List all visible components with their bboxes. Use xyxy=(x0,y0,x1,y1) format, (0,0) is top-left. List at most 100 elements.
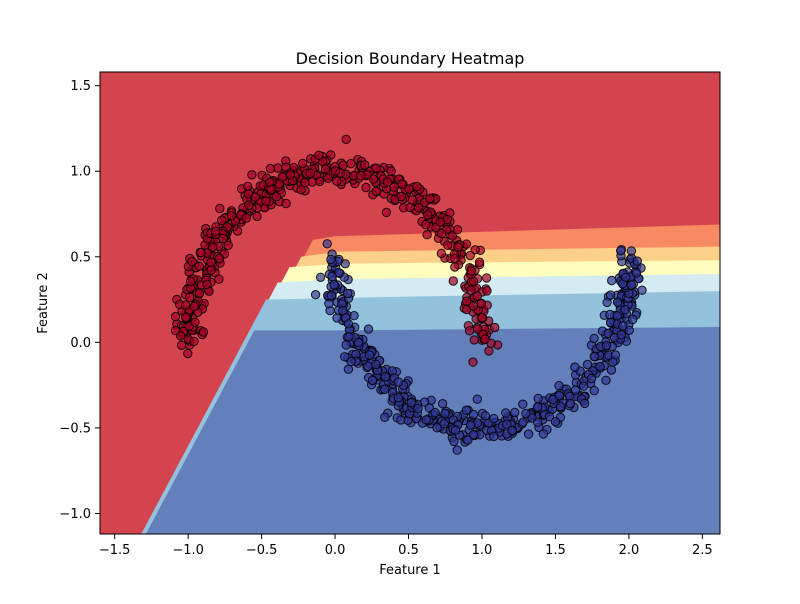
point-class-0 xyxy=(170,311,181,322)
point-class-0 xyxy=(208,242,218,252)
y-tick-label: −1.0 xyxy=(59,507,91,522)
point-class-1 xyxy=(595,361,605,372)
point-class-0 xyxy=(265,163,276,174)
point-class-1 xyxy=(432,423,442,433)
point-class-0 xyxy=(244,200,254,210)
point-class-1 xyxy=(338,306,348,316)
point-class-0 xyxy=(223,240,233,251)
point-class-1 xyxy=(353,338,364,348)
point-class-1 xyxy=(612,311,622,321)
point-class-0 xyxy=(271,192,282,202)
point-class-1 xyxy=(501,408,511,418)
point-class-0 xyxy=(198,327,209,337)
point-class-1 xyxy=(450,425,461,435)
point-class-0 xyxy=(243,189,254,199)
point-class-1 xyxy=(393,377,403,387)
point-class-1 xyxy=(324,299,334,309)
point-class-0 xyxy=(472,291,482,301)
point-class-0 xyxy=(206,265,216,275)
point-class-0 xyxy=(298,158,308,169)
point-class-1 xyxy=(538,429,549,439)
point-class-1 xyxy=(489,413,499,424)
point-class-0 xyxy=(241,213,252,223)
point-class-1 xyxy=(621,272,631,282)
x-tick-label: −0.5 xyxy=(246,543,278,558)
point-class-0 xyxy=(422,230,432,240)
point-class-0 xyxy=(214,253,225,264)
point-class-1 xyxy=(449,436,459,447)
point-class-1 xyxy=(544,412,555,422)
point-class-0 xyxy=(464,326,475,336)
point-class-1 xyxy=(608,357,618,367)
point-class-0 xyxy=(461,296,472,306)
point-class-1 xyxy=(578,381,589,391)
point-class-1 xyxy=(463,435,473,445)
point-class-0 xyxy=(189,336,199,347)
point-class-1 xyxy=(518,417,528,427)
point-class-0 xyxy=(450,253,460,264)
x-tick-label: 2.5 xyxy=(692,543,713,558)
point-class-0 xyxy=(423,210,433,220)
point-class-1 xyxy=(343,364,354,374)
y-tick-label: −0.5 xyxy=(59,421,91,436)
point-class-0 xyxy=(285,170,296,180)
point-class-0 xyxy=(187,256,197,267)
point-class-1 xyxy=(554,391,564,401)
point-class-0 xyxy=(181,312,191,322)
point-class-0 xyxy=(330,166,341,176)
point-class-1 xyxy=(620,304,630,315)
point-class-0 xyxy=(468,301,478,311)
point-class-1 xyxy=(480,411,491,421)
x-tick-label: −1.5 xyxy=(99,543,131,558)
point-class-0 xyxy=(320,164,331,174)
x-tick-label: 2.0 xyxy=(619,543,640,558)
point-class-0 xyxy=(466,266,476,276)
point-class-0 xyxy=(183,348,193,359)
point-class-0 xyxy=(346,159,356,169)
point-class-1 xyxy=(322,239,332,249)
point-class-1 xyxy=(364,350,375,360)
point-class-1 xyxy=(468,430,479,440)
point-class-1 xyxy=(472,394,482,404)
point-class-1 xyxy=(367,375,378,386)
x-tick-label: 1.5 xyxy=(545,543,566,558)
point-class-1 xyxy=(465,420,476,430)
point-class-0 xyxy=(247,170,257,180)
point-class-1 xyxy=(616,330,626,340)
point-class-0 xyxy=(277,172,287,182)
point-class-1 xyxy=(380,384,390,394)
point-class-0 xyxy=(436,248,447,259)
point-class-1 xyxy=(606,365,617,375)
point-class-1 xyxy=(430,407,440,418)
point-class-0 xyxy=(180,300,191,310)
point-class-0 xyxy=(397,179,407,189)
point-class-0 xyxy=(281,198,291,209)
point-class-1 xyxy=(602,297,612,308)
y-tick-label: 1.0 xyxy=(70,165,91,180)
point-class-1 xyxy=(570,362,580,372)
point-class-1 xyxy=(510,407,520,418)
point-class-1 xyxy=(533,393,543,404)
point-class-0 xyxy=(465,250,475,261)
point-class-0 xyxy=(175,331,186,341)
point-class-0 xyxy=(490,322,500,333)
point-class-0 xyxy=(211,226,221,237)
point-class-0 xyxy=(480,334,490,344)
point-class-1 xyxy=(440,408,450,419)
point-class-0 xyxy=(474,257,485,267)
point-class-0 xyxy=(185,292,195,303)
point-class-1 xyxy=(332,313,342,323)
point-class-0 xyxy=(314,150,324,161)
point-class-0 xyxy=(300,177,310,188)
point-class-0 xyxy=(332,176,342,186)
point-class-0 xyxy=(194,261,204,271)
point-class-1 xyxy=(413,403,423,414)
point-class-0 xyxy=(466,285,476,295)
point-class-0 xyxy=(476,299,486,309)
point-class-0 xyxy=(447,231,457,241)
point-class-1 xyxy=(326,254,336,265)
point-class-0 xyxy=(356,170,366,181)
point-class-1 xyxy=(329,280,339,290)
point-class-0 xyxy=(252,211,262,222)
point-class-1 xyxy=(616,246,626,256)
